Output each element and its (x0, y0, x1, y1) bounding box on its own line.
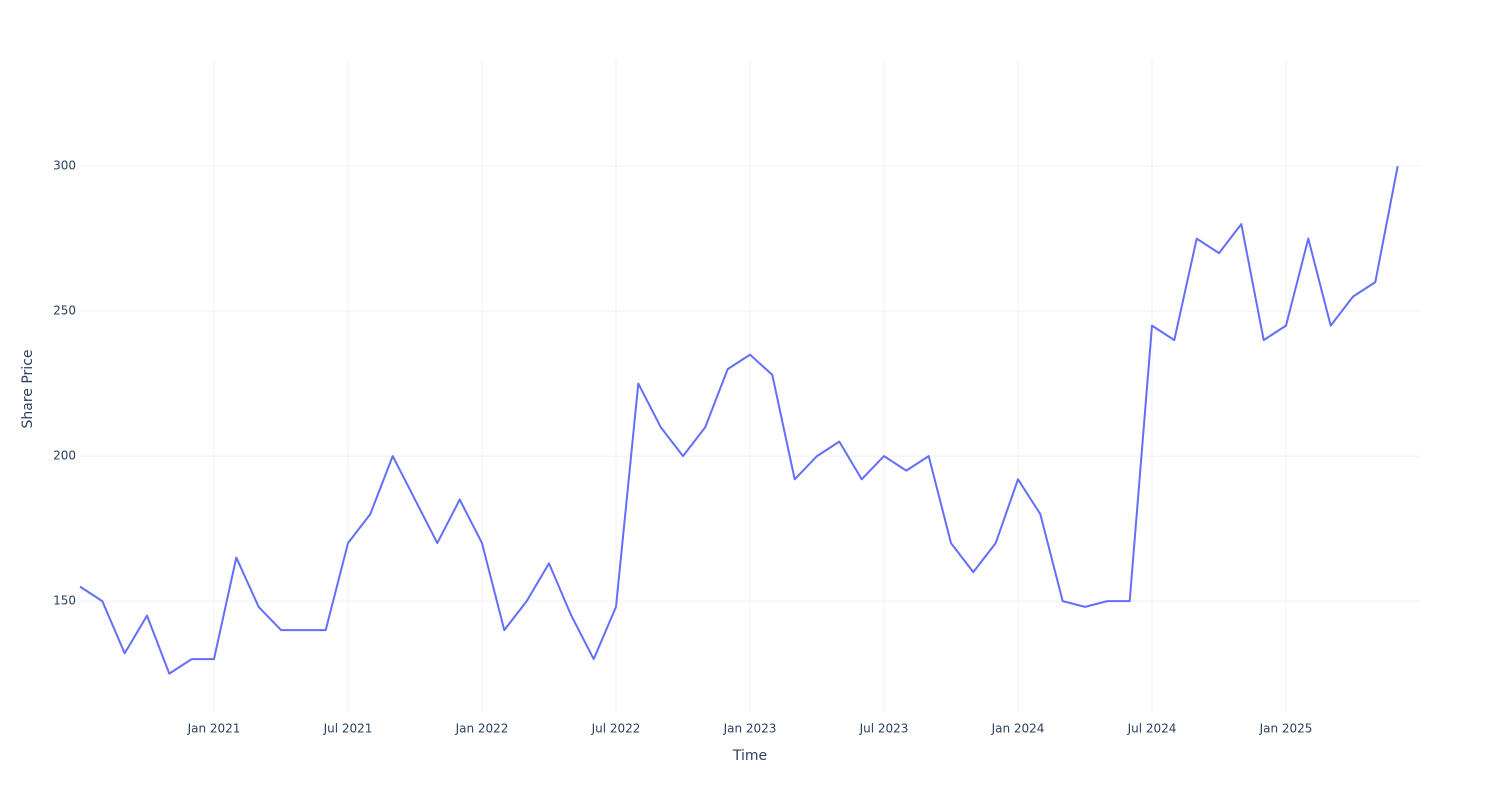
y-tick-label: 250 (53, 304, 76, 318)
x-tick-label: Jan 2025 (1259, 722, 1313, 736)
x-tick-label: Jan 2021 (187, 722, 241, 736)
y-tick-label: 150 (53, 594, 76, 608)
x-tick-label: Jul 2024 (1127, 722, 1177, 736)
price-line (79, 165, 1399, 675)
y-tick-label: 200 (53, 449, 76, 463)
y-axis-title: Share Price (20, 349, 36, 428)
x-tick-label: Jul 2023 (859, 722, 909, 736)
x-axis-title: Time (732, 748, 767, 764)
x-tick-label: Jan 2023 (723, 722, 777, 736)
y-tick-label: 300 (53, 159, 76, 173)
x-tick-label: Jul 2022 (591, 722, 641, 736)
x-tick-label: Jan 2024 (991, 722, 1045, 736)
x-tick-label: Jul 2021 (323, 722, 373, 736)
x-tick-label: Jan 2022 (455, 722, 509, 736)
